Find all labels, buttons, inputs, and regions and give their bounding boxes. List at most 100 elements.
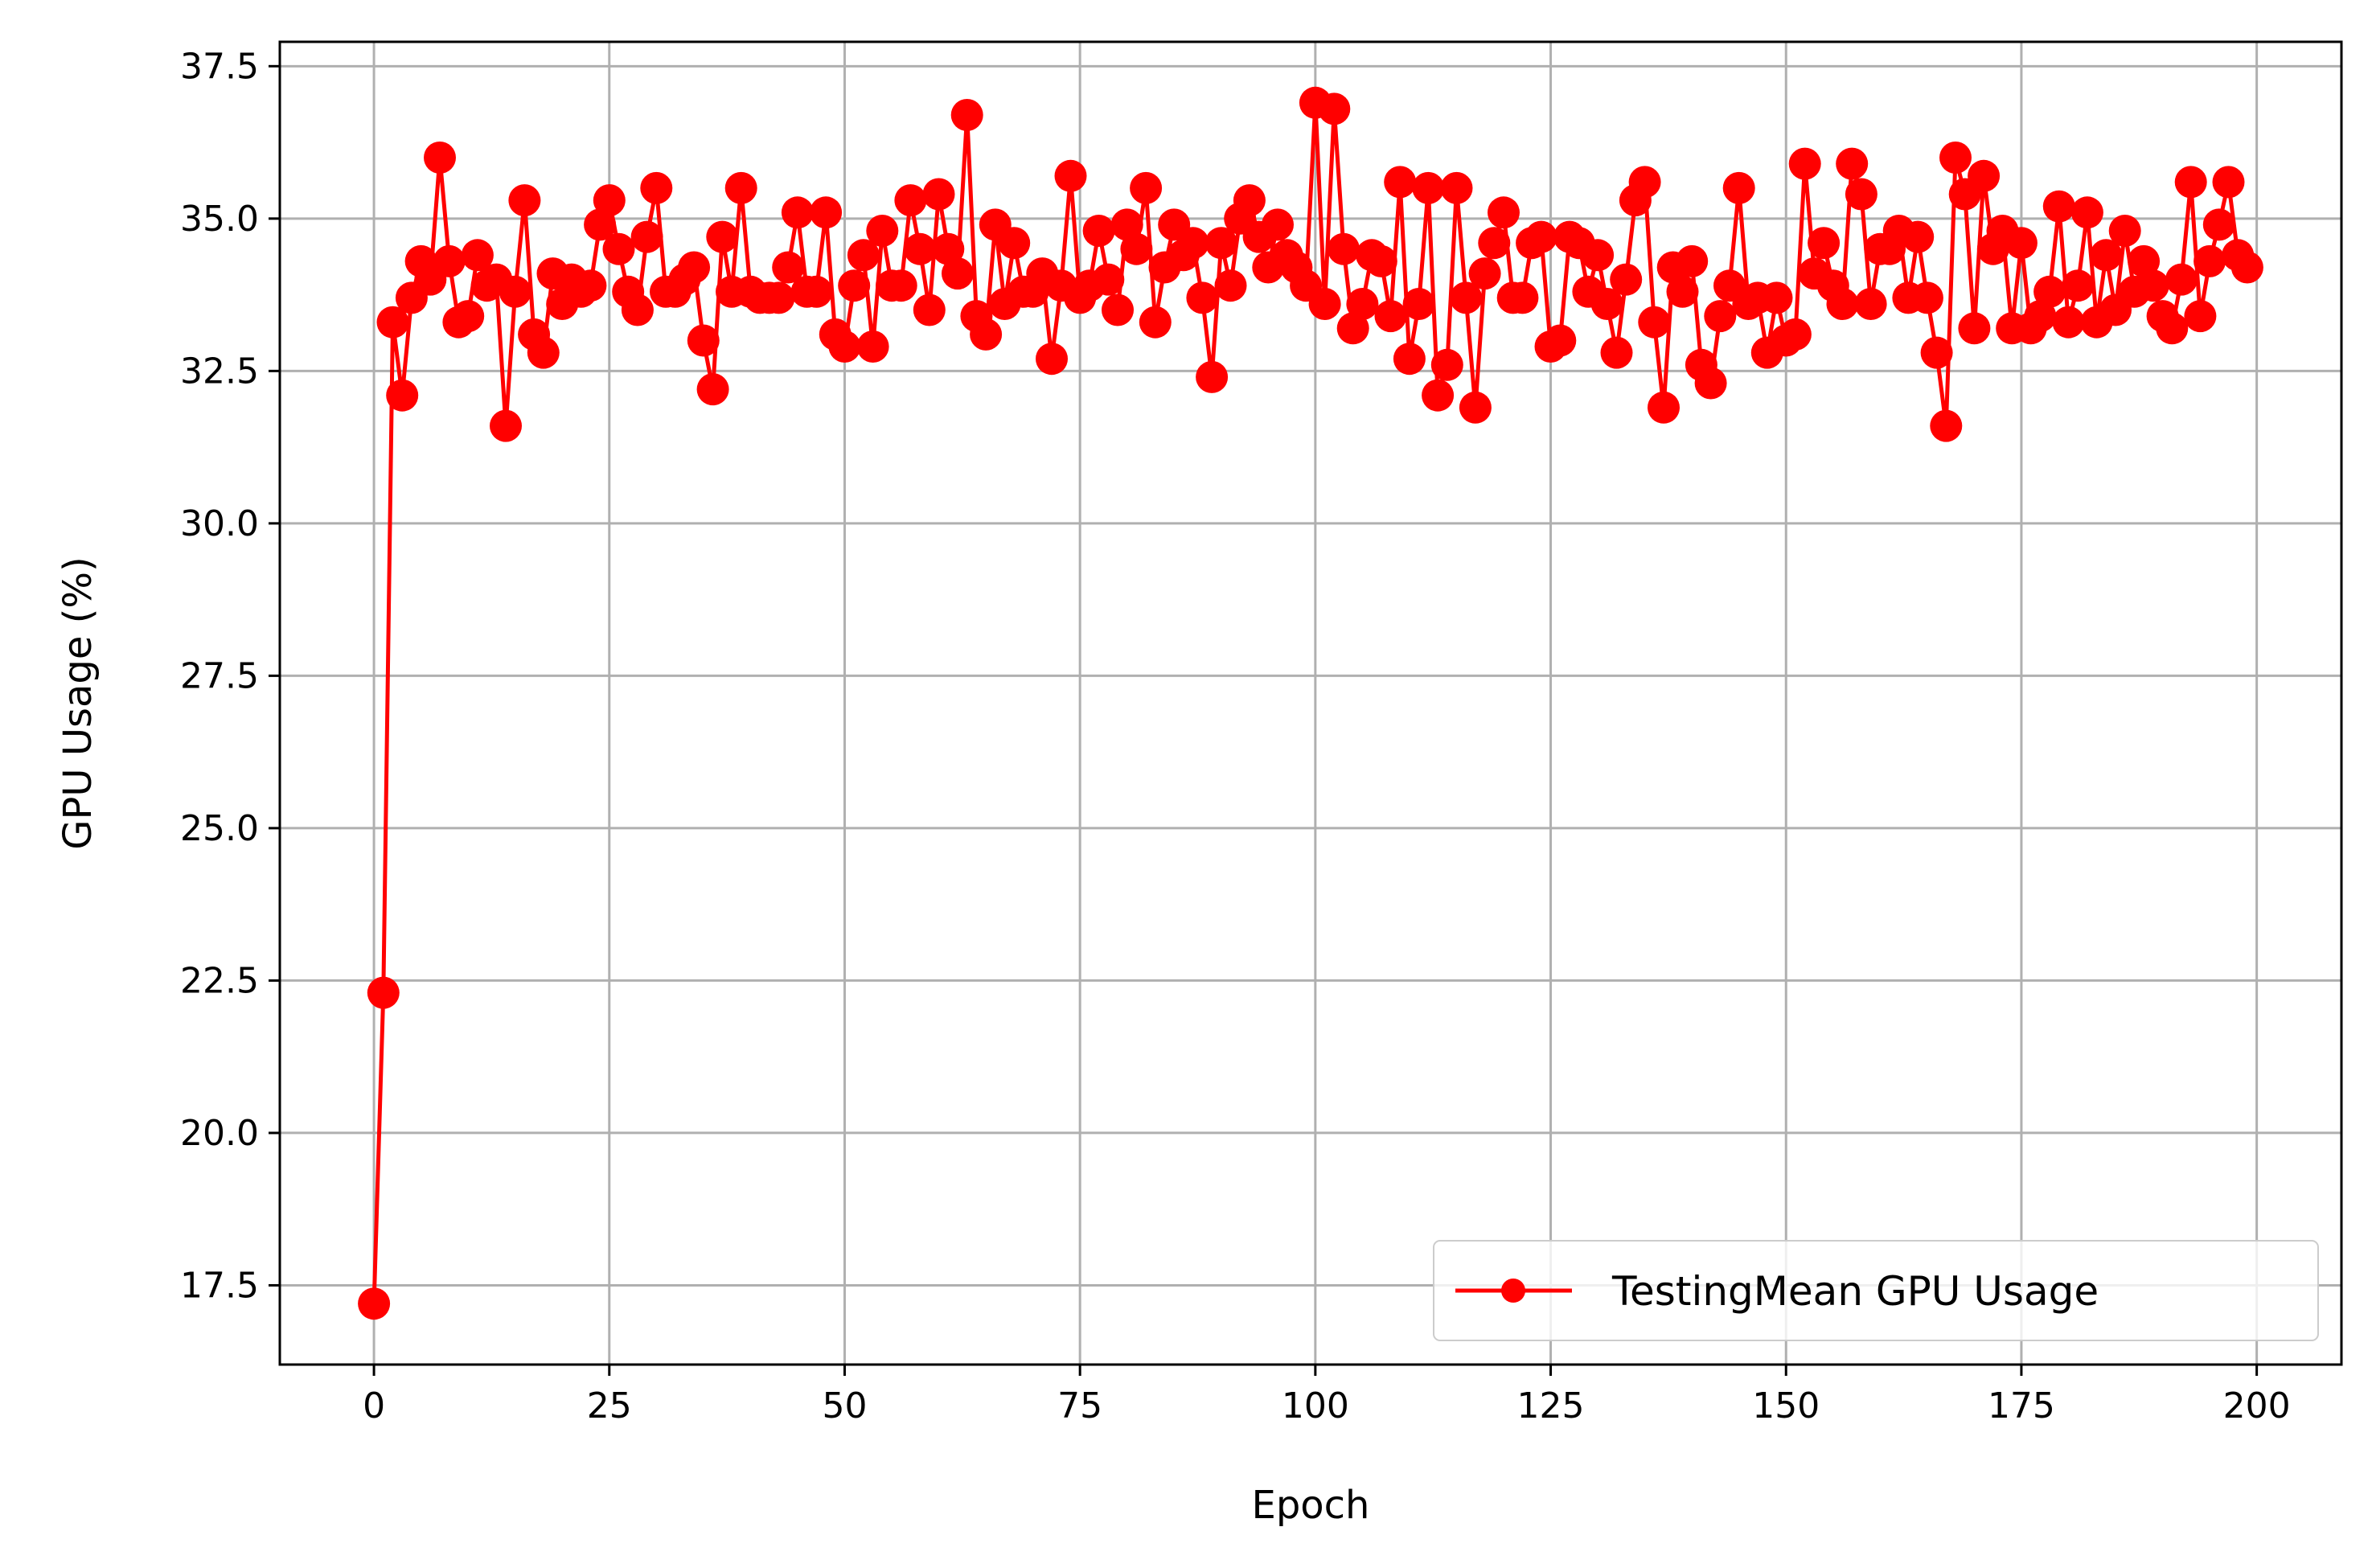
data-point [922, 178, 955, 211]
y-tick-label: 22.5 [180, 960, 259, 1001]
data-point [1845, 178, 1877, 211]
data-point [1346, 288, 1379, 320]
data-point [1648, 391, 1680, 424]
data-point [424, 142, 456, 174]
data-point [2052, 306, 2085, 339]
data-point [1186, 281, 1219, 314]
x-tick-label: 25 [587, 1385, 632, 1426]
data-point [2193, 244, 2226, 277]
data-point [1120, 232, 1153, 265]
data-point [762, 281, 795, 314]
data-point [386, 379, 419, 412]
data-point [800, 275, 833, 308]
data-point [1308, 288, 1341, 320]
data-point [724, 171, 757, 204]
data-point [1336, 312, 1369, 345]
data-point [1365, 244, 1397, 277]
data-point [884, 269, 917, 302]
data-point [1939, 142, 1972, 174]
data-point [1102, 293, 1134, 326]
x-tick-label: 175 [1988, 1385, 2055, 1426]
data-point [1176, 227, 1209, 260]
data-point [2108, 215, 2141, 247]
data-point [1958, 312, 1991, 345]
data-point [2156, 312, 2189, 345]
data-point [2070, 196, 2103, 229]
data-point [1826, 288, 1859, 320]
data-point [1082, 215, 1115, 247]
data-point [1036, 343, 1068, 376]
data-point [1214, 269, 1247, 302]
data-point [1910, 281, 1943, 314]
data-point [2042, 190, 2075, 223]
data-point [1130, 171, 1163, 204]
data-point [894, 184, 927, 217]
data-point [904, 232, 937, 265]
series-layer [358, 86, 2263, 1320]
data-point [1968, 159, 2001, 192]
data-point [2230, 251, 2263, 284]
data-point [1676, 244, 1709, 277]
y-tick-label: 30.0 [180, 503, 259, 544]
data-point [856, 330, 889, 363]
data-point [461, 239, 494, 272]
data-point [640, 171, 673, 204]
y-tick-label: 32.5 [180, 351, 259, 392]
data-point [1722, 171, 1755, 204]
data-point [781, 196, 814, 229]
y-axis-label: GPU Usage (%) [55, 556, 101, 849]
data-point [1402, 288, 1435, 320]
data-point [1836, 147, 1869, 180]
data-point [772, 251, 805, 284]
data-point [1704, 300, 1737, 333]
x-tick-label: 50 [822, 1385, 867, 1426]
data-point [1110, 208, 1143, 241]
data-point [574, 269, 607, 302]
data-point [367, 976, 400, 1009]
y-tick-label: 25.0 [180, 808, 259, 849]
data-point [376, 306, 409, 339]
data-point [1328, 232, 1360, 265]
data-point [2005, 227, 2038, 260]
x-axis-label: Epoch [1252, 1483, 1370, 1528]
x-tick-label: 0 [363, 1385, 385, 1426]
data-point [584, 208, 617, 241]
legend-label: TestingMean GPU Usage [1611, 1268, 2099, 1315]
data-point [1638, 306, 1671, 339]
data-point [2165, 263, 2198, 296]
data-point [1468, 257, 1501, 290]
data-point [913, 293, 946, 326]
data-point [1788, 147, 1821, 180]
data-point [1902, 220, 1935, 253]
y-tick-label: 37.5 [180, 46, 259, 87]
data-point [1440, 171, 1473, 204]
x-tick-label: 150 [1752, 1385, 1820, 1426]
data-point [630, 220, 663, 253]
data-point [602, 232, 635, 265]
y-tick-label: 27.5 [180, 655, 259, 696]
data-point [678, 251, 711, 284]
y-tick-label: 20.0 [180, 1113, 259, 1154]
x-tick-label: 125 [1517, 1385, 1585, 1426]
data-point [2090, 239, 2123, 272]
data-point [828, 330, 861, 363]
x-tick-label: 75 [1057, 1385, 1102, 1426]
data-point [1666, 275, 1699, 308]
data-point [2128, 244, 2161, 277]
data-point [1092, 263, 1125, 296]
data-point [1422, 379, 1455, 412]
data-point [2202, 208, 2235, 241]
data-point [1374, 300, 1407, 333]
data-point [1694, 367, 1727, 400]
data-point [1054, 159, 1087, 192]
data-point [838, 269, 871, 302]
data-point [2033, 275, 2066, 308]
data-point [1920, 336, 1953, 369]
data-point [1930, 409, 1963, 442]
data-point [1459, 391, 1492, 424]
data-point [2184, 300, 2217, 333]
y-tick-label: 35.0 [180, 199, 259, 240]
data-point [1393, 343, 1426, 376]
data-point [1544, 324, 1577, 357]
data-point [1139, 306, 1172, 339]
